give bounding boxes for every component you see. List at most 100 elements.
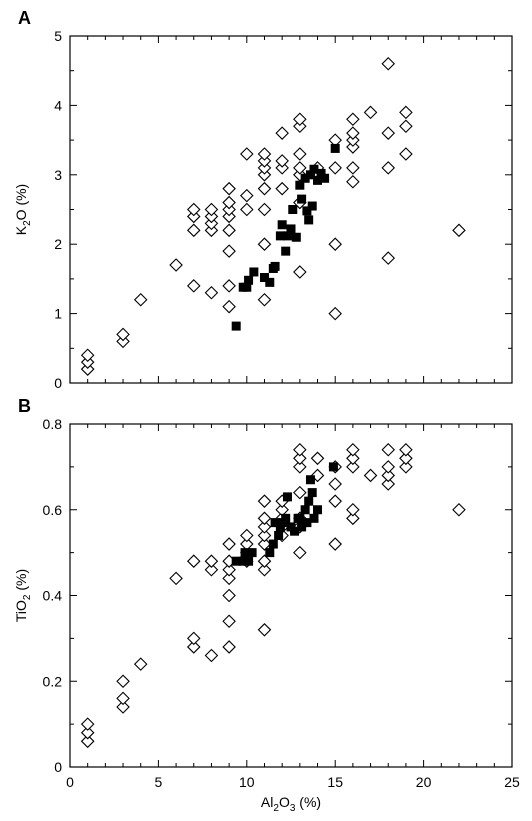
filled-square-point [302,206,312,216]
filled-square-point [231,321,241,331]
open-diamond-point [222,562,236,577]
open-diamond-point [222,614,236,629]
filled-square-point [242,282,252,292]
open-diamond-point [222,209,236,224]
open-diamond-point [363,105,378,120]
open-diamond-point [169,571,183,586]
open-diamond-point [381,126,396,140]
open-diamond-point [257,494,272,508]
open-diamond-point [257,202,272,217]
open-diamond-point [452,502,466,517]
filled-square-point [265,548,275,558]
open-diamond-point [204,554,219,568]
filled-square-point [282,492,292,502]
open-diamond-point [257,562,272,577]
open-diamond-point [346,511,360,526]
open-diamond-point [293,451,307,466]
open-diamond-point [381,468,396,483]
y-tick-label: 0.4 [43,588,63,604]
open-diamond-point [257,537,272,551]
x-tick-label: 5 [155,774,163,790]
open-diamond-point [240,147,254,161]
open-diamond-point [257,623,272,637]
open-diamond-point [222,223,236,238]
filled-square-point [282,231,292,241]
filled-square-point [281,246,291,256]
filled-square-point [270,261,280,271]
open-diamond-point [257,528,272,543]
filled-square-point [231,556,241,566]
open-diamond-point [257,511,272,526]
open-diamond-point [293,442,307,457]
filled-square-point [268,539,278,549]
open-diamond-point [204,562,219,577]
open-diamond-point [363,468,378,483]
open-diamond-point [328,161,342,175]
open-diamond-point [381,477,396,491]
filled-square-point [300,505,310,515]
open-diamond-point [293,545,307,560]
open-diamond-point [293,119,307,133]
open-diamond-point [116,327,130,342]
open-diamond-point [169,258,183,272]
open-diamond-point [222,571,236,586]
open-diamond-point [240,202,254,217]
open-diamond-point [381,251,396,265]
open-diamond-point [222,244,236,258]
plot-frame [69,423,513,768]
filled-square-point [316,168,326,178]
open-diamond-point [293,161,307,175]
y-tick-label: 3 [54,167,62,183]
open-diamond-point [222,202,236,217]
open-diamond-point [186,631,201,646]
open-diamond-point [257,168,272,182]
open-diamond-point [257,520,272,534]
open-diamond-point [80,362,95,376]
open-diamond-point [222,537,236,551]
open-diamond-point [186,640,201,654]
open-diamond-point [346,174,360,189]
open-diamond-point [186,279,201,293]
open-diamond-point [381,161,396,175]
open-diamond-point [116,700,130,714]
open-diamond-point [257,161,272,175]
open-diamond-point [275,154,289,168]
open-diamond-point [346,126,360,140]
open-diamond-point [257,181,272,196]
filled-square-point [277,220,287,230]
open-diamond-point [186,223,201,238]
filled-square-point [244,275,254,285]
filled-square-point [309,513,319,523]
open-diamond-point [346,451,360,466]
filled-square-point [297,194,307,204]
open-diamond-point [222,299,236,314]
filled-square-point [309,164,319,174]
open-diamond-point [116,674,130,689]
open-diamond-point [293,460,307,474]
open-diamond-point [346,140,360,154]
y-tick-label: 0 [54,759,62,775]
open-diamond-point [346,112,360,127]
filled-square-point [313,505,323,515]
filled-square-point [313,175,323,185]
y-tick-label: 0.6 [43,502,63,518]
filled-square-point [244,556,254,566]
y-tick-label: 0 [54,375,62,391]
open-diamond-point [204,209,219,224]
open-diamond-point [186,554,201,568]
panel-a: 0 1 2 3 4 5 A K2O (%) [13,8,513,391]
open-diamond-point [204,216,219,231]
open-diamond-point [275,126,289,140]
open-diamond-point [399,147,413,161]
open-diamond-point [240,188,254,203]
open-diamond-point [222,640,236,654]
open-diamond-point [328,477,342,491]
filled-square-point [249,267,259,277]
open-diamond-point [381,442,396,457]
filled-square-point [307,488,317,498]
filled-square-point [295,513,305,523]
y-tick-label: 2 [54,236,62,252]
filled-square-point [238,556,248,566]
x-tick-label: 0 [66,774,74,790]
